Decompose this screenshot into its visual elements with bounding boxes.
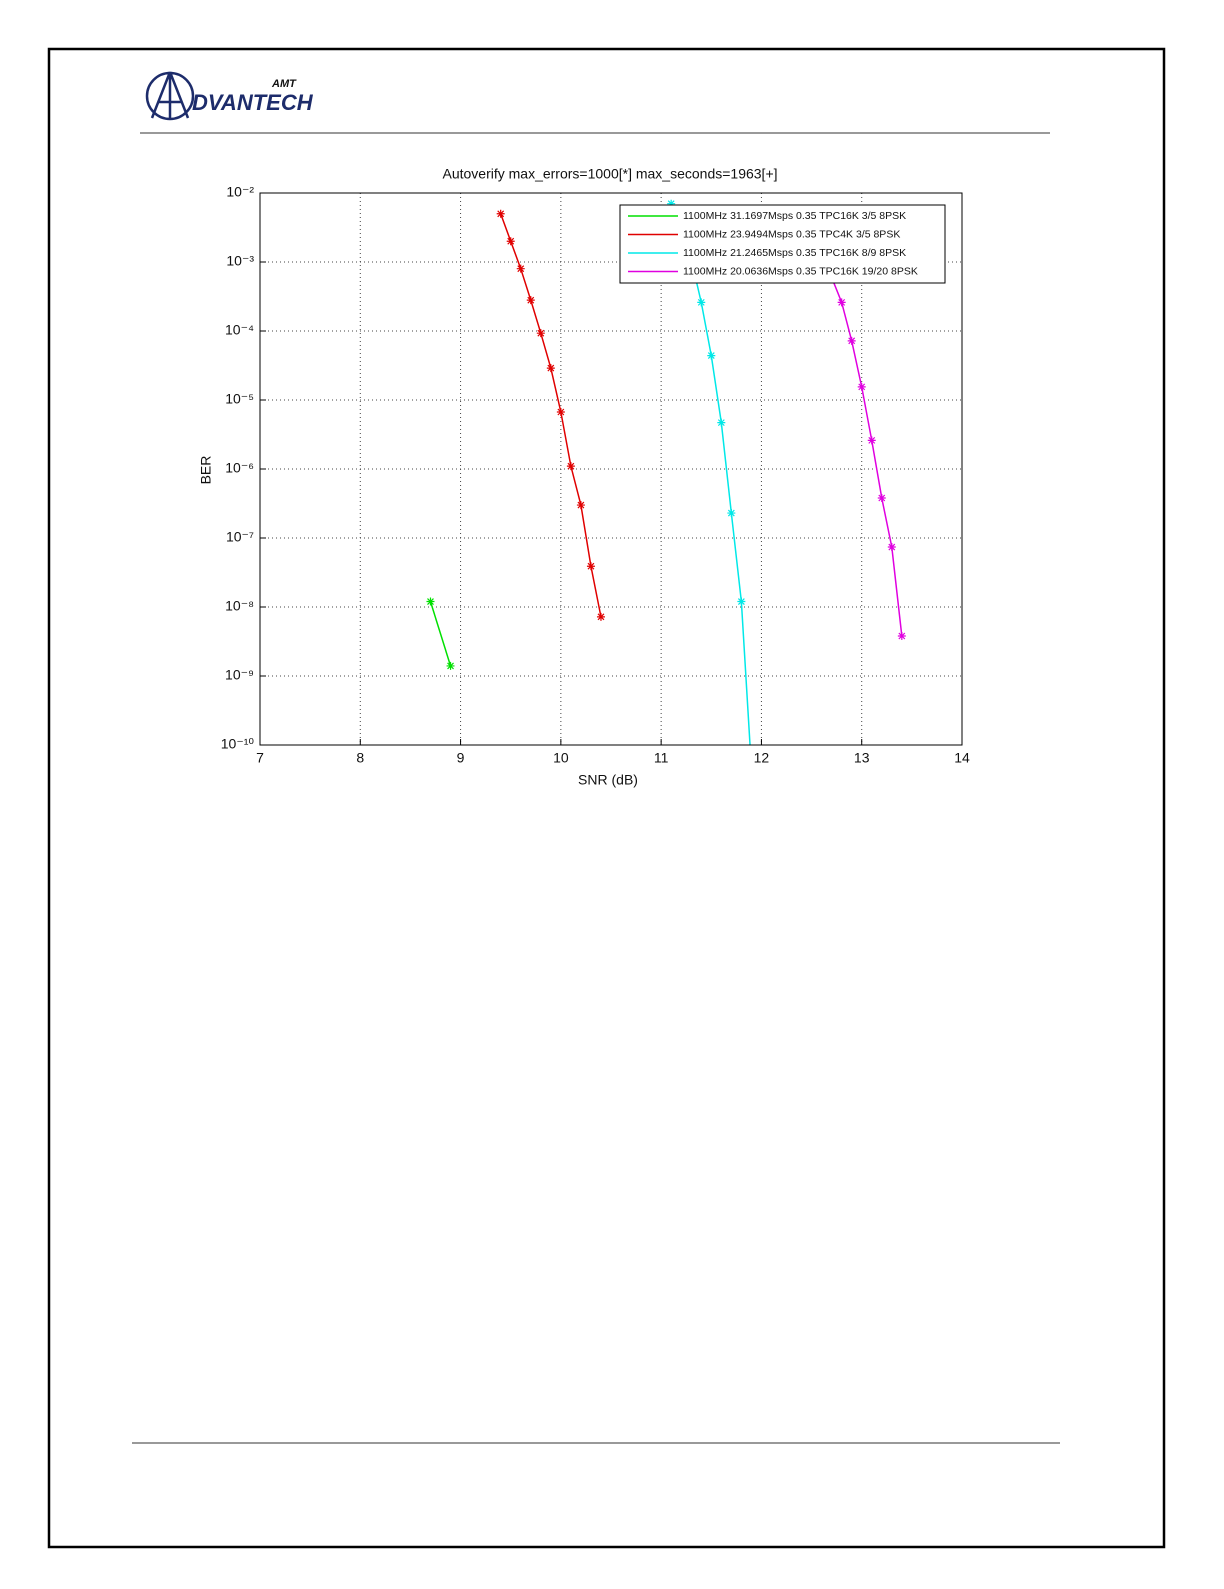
data-point: [897, 631, 906, 640]
x-tick-label: 8: [356, 750, 364, 766]
data-point: [556, 408, 565, 417]
data-point: [707, 351, 716, 360]
y-axis-label: BER: [198, 456, 214, 485]
data-point: [536, 329, 545, 338]
data-point: [546, 364, 555, 373]
y-tick-label: 10⁻⁹: [225, 667, 254, 683]
x-tick-label: 10: [553, 750, 569, 766]
logo-antenna: [150, 71, 190, 119]
legend-label: 1100MHz 31.1697Msps 0.35 TPC16K 3/5 8PSK: [683, 210, 906, 222]
page-border: [47, 47, 1166, 1549]
data-point: [667, 199, 676, 208]
y-tick-label: 10⁻⁶: [225, 460, 254, 476]
data-point: [566, 462, 575, 471]
data-point: [837, 298, 846, 307]
y-tick-label: 10⁻²: [226, 184, 254, 200]
logo-name: DVANTECH: [192, 90, 314, 115]
legend-box: [619, 204, 946, 284]
x-tick-label: 7: [256, 750, 264, 766]
y-tick-label: 10⁻¹⁰: [221, 736, 255, 752]
y-tick-label: 10⁻⁷: [226, 529, 254, 545]
y-tick-label: 10⁻³: [226, 253, 254, 269]
y-tick-label: 10⁻⁸: [225, 598, 254, 614]
plot-area: [426, 199, 906, 745]
data-point: [446, 661, 455, 670]
data-point: [596, 612, 605, 621]
data-point: [867, 436, 876, 445]
x-tick-label: 12: [754, 750, 770, 766]
data-point: [506, 237, 515, 246]
data-point: [496, 209, 505, 218]
y-tick-label: 10⁻⁴: [225, 322, 254, 338]
data-point: [737, 597, 746, 606]
data-point: [697, 298, 706, 307]
series-line: [499, 213, 602, 617]
x-tick-label: 13: [854, 750, 870, 766]
logo-mark: AMT: [271, 78, 297, 90]
series-line: [429, 601, 452, 667]
legend: 1100MHz 31.1697Msps 0.35 TPC16K 3/5 8PSK…: [619, 204, 946, 284]
data-point: [576, 501, 585, 510]
data-point: [586, 562, 595, 571]
data-point: [727, 509, 736, 518]
data-point: [526, 296, 535, 305]
logo: DVANTECH AMT: [145, 71, 314, 121]
data-point: [847, 336, 856, 345]
chart-title: Autoverify max_errors=1000[*] max_second…: [442, 166, 777, 182]
y-tick-label: 10⁻⁵: [225, 391, 254, 407]
x-tick-label: 11: [654, 750, 669, 766]
legend-label: 1100MHz 21.2465Msps 0.35 TPC16K 8/9 8PSK: [683, 247, 906, 259]
series-line: [830, 277, 903, 637]
x-tick-label: 14: [954, 750, 970, 766]
series-line: [670, 203, 751, 745]
data-point: [516, 264, 525, 273]
data-point: [717, 418, 726, 427]
data-point: [887, 543, 896, 552]
legend-label: 1100MHz 23.9494Msps 0.35 TPC4K 3/5 8PSK: [683, 228, 900, 240]
x-tick-label: 9: [457, 750, 465, 766]
legend-label: 1100MHz 20.0636Msps 0.35 TPC16K 19/20 8P…: [683, 265, 918, 277]
data-point: [426, 597, 435, 606]
x-axis-label: SNR (dB): [578, 772, 638, 788]
data-point: [857, 382, 866, 391]
ticks: 7 8 9 10 11 12 13 14 10⁻² 10⁻³ 10⁻⁴ 10⁻⁵ 10⁻⁶ 10⁻⁷ 10⁻…: [221, 184, 970, 766]
data-point: [877, 493, 886, 502]
